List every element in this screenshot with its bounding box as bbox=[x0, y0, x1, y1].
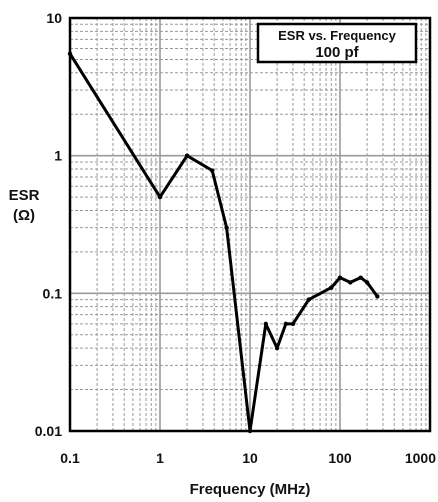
y-tick-label: 10 bbox=[46, 10, 62, 26]
data-point bbox=[283, 321, 289, 327]
x-tick-label: 10 bbox=[242, 450, 258, 466]
y-axis-title: ESR bbox=[9, 187, 40, 204]
data-point bbox=[329, 285, 334, 290]
data-point bbox=[247, 428, 253, 434]
grid-lines bbox=[70, 18, 430, 431]
x-axis-title: Frequency (MHz) bbox=[190, 481, 311, 498]
data-point bbox=[337, 275, 343, 280]
x-tick-label: 0.1 bbox=[60, 450, 80, 466]
data-point bbox=[209, 168, 215, 173]
data-point bbox=[274, 345, 280, 351]
data-point bbox=[67, 51, 73, 56]
x-tick-label: 100 bbox=[328, 450, 352, 466]
data-point bbox=[306, 297, 311, 302]
chart-title: ESR vs. Frequency bbox=[278, 28, 397, 43]
data-point bbox=[375, 294, 380, 299]
data-point bbox=[263, 321, 269, 327]
data-point bbox=[290, 321, 296, 327]
y-tick-labels: 0.01 0.1 1 10 bbox=[35, 10, 62, 439]
y-axis-unit: (Ω) bbox=[13, 207, 35, 224]
x-tick-labels: 0.1 1 10 100 1000 bbox=[60, 450, 436, 466]
data-point bbox=[224, 225, 229, 230]
esr-series-points bbox=[67, 51, 380, 434]
title-box-border bbox=[256, 22, 418, 64]
y-tick-label: 1 bbox=[54, 148, 62, 164]
data-point bbox=[157, 194, 163, 200]
data-point bbox=[364, 280, 370, 285]
y-tick-label: 0.01 bbox=[35, 423, 62, 439]
title-box: ESR vs. Frequency 100 pf bbox=[256, 22, 418, 64]
data-point bbox=[358, 275, 363, 280]
x-tick-label: 1000 bbox=[405, 450, 436, 466]
x-tick-label: 1 bbox=[156, 450, 164, 466]
y-tick-label: 0.1 bbox=[43, 285, 63, 301]
data-point bbox=[348, 280, 353, 285]
data-point bbox=[184, 153, 190, 158]
chart-subtitle: 100 pf bbox=[315, 44, 359, 61]
